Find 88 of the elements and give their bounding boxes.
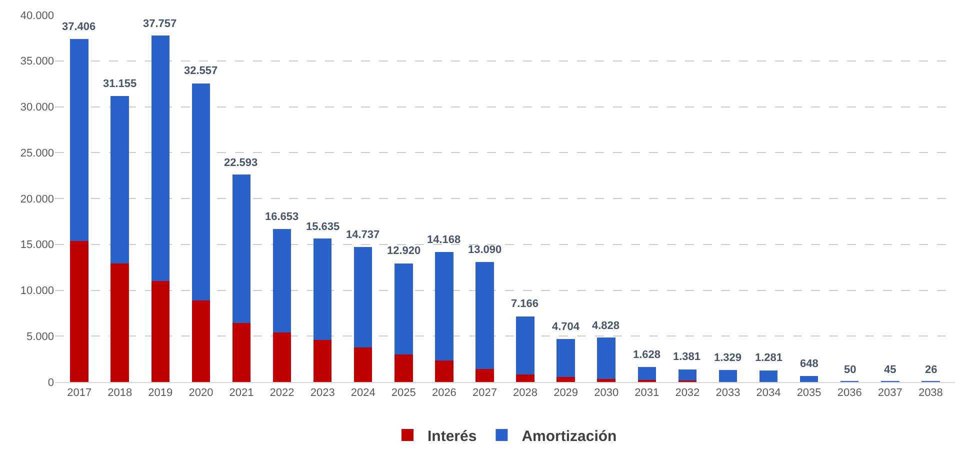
x-tick-label: 2021 xyxy=(229,387,254,400)
x-tick-label: 2024 xyxy=(350,387,376,400)
x-tick-label: 2033 xyxy=(716,387,740,400)
bar xyxy=(516,374,534,382)
x-tick-label: 2035 xyxy=(796,387,822,400)
bar xyxy=(718,370,738,382)
bar xyxy=(70,241,88,382)
bar xyxy=(110,96,129,264)
legend-label: Interés xyxy=(428,428,477,445)
bar xyxy=(354,246,372,348)
total-label: 15.635 xyxy=(306,221,340,233)
total-label: 50 xyxy=(844,364,856,376)
total-label: 4.704 xyxy=(552,321,580,333)
bar xyxy=(272,229,292,333)
y-tick-label: 35.000 xyxy=(20,56,54,68)
bar xyxy=(232,174,251,323)
x-tick-label: 2023 xyxy=(310,387,335,400)
total-label: 37.406 xyxy=(62,21,96,33)
total-label: 22.593 xyxy=(224,157,258,169)
bar xyxy=(556,377,575,382)
total-label: 1.329 xyxy=(714,352,742,364)
bar xyxy=(394,354,413,382)
x-tick-label: 2026 xyxy=(432,387,456,400)
x-tick-label: 2029 xyxy=(554,387,578,400)
y-tick-label: 40.000 xyxy=(20,10,54,22)
y-tick-label: 30.000 xyxy=(20,102,54,114)
legend-label: Amortización xyxy=(522,428,617,445)
x-tick-label: 2019 xyxy=(148,387,173,400)
bar xyxy=(435,360,454,382)
x-tick-label: 2027 xyxy=(472,387,497,400)
bar xyxy=(70,38,88,242)
total-label: 16.653 xyxy=(265,211,299,223)
total-label: 1.381 xyxy=(673,351,701,363)
bar xyxy=(678,369,697,381)
y-tick-label: 10.000 xyxy=(20,285,54,298)
total-label: 12.920 xyxy=(387,245,421,257)
bar xyxy=(151,280,170,382)
x-tick-label: 2025 xyxy=(391,387,416,400)
total-label: 648 xyxy=(800,358,818,370)
total-label: 1.628 xyxy=(633,349,661,361)
bar xyxy=(110,264,129,382)
total-label: 4.828 xyxy=(592,320,620,332)
x-tick-label: 2031 xyxy=(634,387,660,400)
y-tick-label: 15.000 xyxy=(20,239,54,252)
x-tick-label: 2030 xyxy=(594,387,619,400)
bar xyxy=(476,369,494,382)
bar xyxy=(800,376,818,382)
bar xyxy=(232,322,251,382)
bar xyxy=(516,316,534,375)
bar xyxy=(192,300,210,382)
x-tick-label: 2018 xyxy=(108,387,132,400)
bar xyxy=(759,370,778,382)
bar xyxy=(151,36,170,281)
bar xyxy=(272,332,292,382)
y-tick-label: 5.000 xyxy=(26,330,54,343)
bar xyxy=(638,367,656,380)
x-tick-label: 2036 xyxy=(837,387,862,400)
x-tick-label: 2017 xyxy=(67,387,92,400)
x-tick-label: 2037 xyxy=(878,387,902,400)
y-tick-label: 0 xyxy=(48,376,54,389)
total-label: 31.155 xyxy=(103,78,137,90)
total-label: 13.090 xyxy=(468,244,502,256)
total-label: 14.737 xyxy=(346,229,380,241)
y-tick-label: 25.000 xyxy=(20,147,54,160)
x-tick-label: 2034 xyxy=(756,387,781,400)
total-label: 1.281 xyxy=(755,352,783,364)
bar xyxy=(597,338,616,379)
bar xyxy=(313,238,332,340)
x-tick-label: 2022 xyxy=(270,387,294,400)
total-label: 32.557 xyxy=(184,65,218,77)
bar xyxy=(597,378,616,382)
x-tick-label: 2038 xyxy=(918,387,943,400)
total-label: 37.757 xyxy=(143,18,177,30)
x-tick-label: 2032 xyxy=(675,387,700,400)
total-label: 45 xyxy=(884,364,896,376)
total-label: 26 xyxy=(925,364,938,376)
bar xyxy=(394,263,413,354)
bar xyxy=(192,83,210,301)
bar xyxy=(354,348,372,382)
total-label: 14.168 xyxy=(427,234,461,246)
bar xyxy=(476,262,494,370)
bar xyxy=(556,338,575,378)
bar xyxy=(435,252,454,360)
x-tick-label: 2028 xyxy=(513,387,538,400)
y-tick-label: 20.000 xyxy=(20,193,54,206)
bar xyxy=(313,340,332,382)
total-label: 7.166 xyxy=(511,298,539,310)
x-tick-label: 2020 xyxy=(188,387,214,400)
